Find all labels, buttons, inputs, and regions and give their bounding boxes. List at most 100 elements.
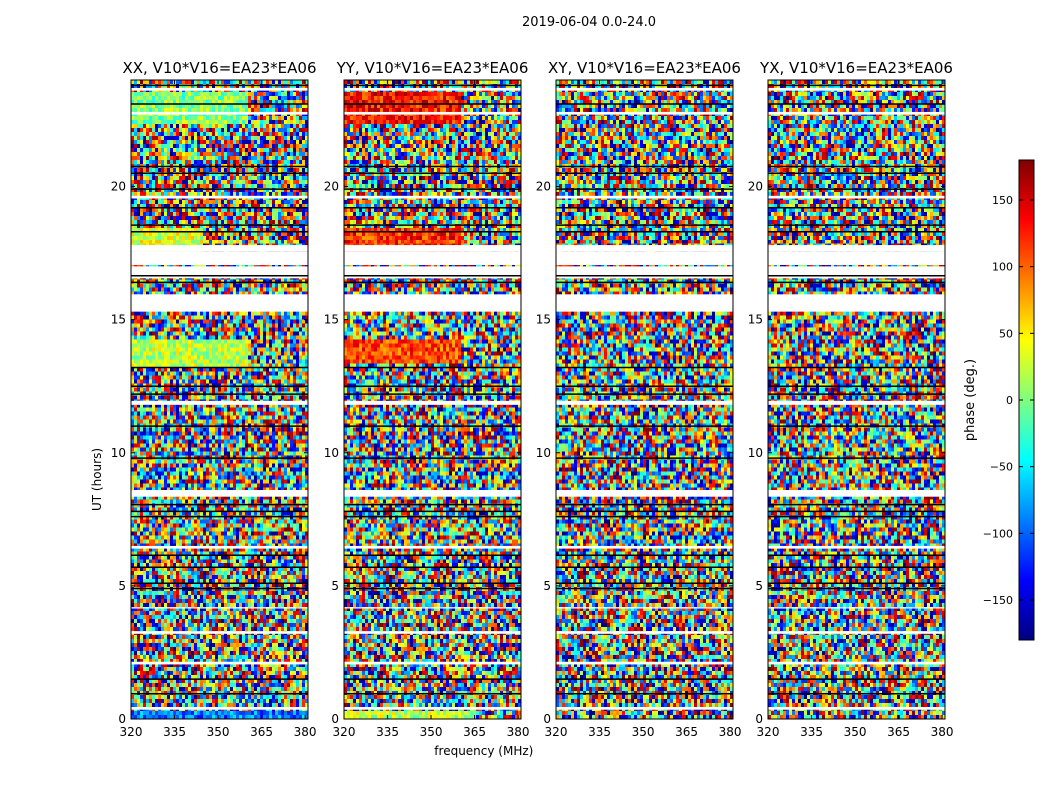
x-tick-label: 320 bbox=[333, 725, 356, 739]
x-tick-label: 380 bbox=[507, 725, 530, 739]
y-tick-label: 20 bbox=[748, 180, 763, 194]
flagged-band bbox=[556, 631, 733, 634]
y-tick-label: 5 bbox=[543, 579, 551, 593]
flagged-band bbox=[131, 245, 308, 252]
panel-title: YX, V10*V16=EA23*EA06 bbox=[759, 59, 953, 77]
colorbar-tick-label: 0 bbox=[1006, 394, 1013, 407]
flagged-band bbox=[768, 607, 945, 609]
y-tick-label: 10 bbox=[111, 446, 126, 460]
flagged-band bbox=[131, 490, 308, 497]
flagged-band bbox=[344, 545, 521, 549]
colorbar-tick-label: −100 bbox=[983, 527, 1013, 540]
x-tick-label: 335 bbox=[800, 725, 823, 739]
flagged-band bbox=[556, 111, 733, 115]
flagged-band bbox=[344, 400, 521, 405]
x-tick-label: 335 bbox=[163, 725, 186, 739]
flagged-band bbox=[344, 195, 521, 199]
y-tick-label: 10 bbox=[536, 446, 551, 460]
panel-yx: 320 335 350 365 380 0 5 10 15 20 YX, V10*V16=EA23*… bbox=[748, 59, 954, 739]
panel-xy: 320 335 350 365 380 0 5 10 15 20 XY, V10*V16=EA23*… bbox=[536, 59, 742, 739]
x-tick-label: 380 bbox=[294, 725, 317, 739]
flagged-band bbox=[131, 266, 308, 279]
y-tick-label: 20 bbox=[536, 180, 551, 194]
colorbar-ticks: −150 −100 −50 0 50 100 150 bbox=[983, 194, 1034, 607]
flagged-band bbox=[344, 266, 521, 279]
x-tick-label: 350 bbox=[844, 725, 867, 739]
flagged-band bbox=[768, 661, 945, 665]
flagged-band bbox=[768, 400, 945, 405]
y-tick-label: 5 bbox=[755, 579, 763, 593]
phase-heatmap bbox=[768, 80, 945, 719]
y-tick-label: 20 bbox=[111, 180, 126, 194]
colorbar: −150 −100 −50 0 50 100 150 phase (deg.) bbox=[963, 159, 1035, 641]
panel-frame bbox=[555, 79, 734, 720]
flagged-band bbox=[131, 294, 308, 312]
flagged-band bbox=[556, 607, 733, 609]
flagged-band bbox=[344, 294, 521, 312]
flagged-band bbox=[344, 490, 521, 497]
y-tick-label: 10 bbox=[324, 446, 339, 460]
flagged-band bbox=[344, 87, 521, 91]
flagged-band bbox=[131, 87, 308, 91]
flagged-band bbox=[556, 294, 733, 312]
flagged-band bbox=[768, 111, 945, 115]
panel-title: XY, V10*V16=EA23*EA06 bbox=[548, 59, 741, 77]
x-tick-label: 380 bbox=[931, 725, 954, 739]
flagged-band bbox=[344, 251, 521, 266]
flagged-band bbox=[556, 545, 733, 549]
flagged-band bbox=[131, 707, 308, 710]
phase-heatmap bbox=[131, 80, 308, 719]
flagged-band bbox=[344, 111, 521, 115]
x-tick-label: 350 bbox=[632, 725, 655, 739]
x-tick-label: 365 bbox=[250, 725, 273, 739]
x-axis-label: frequency (MHz) bbox=[434, 744, 533, 758]
y-tick-label: 20 bbox=[324, 180, 339, 194]
y-tick-label: 0 bbox=[755, 712, 763, 726]
phase-heatmap bbox=[556, 80, 733, 719]
x-tick-label: 320 bbox=[120, 725, 143, 739]
flagged-band bbox=[768, 294, 945, 312]
y-axis-label: UT (hours) bbox=[90, 448, 104, 511]
panel-yy: 320 335 350 365 380 0 5 10 15 20 YY, V10*V16=EA23*… bbox=[324, 59, 534, 758]
panels: 320 335 350 365 380 0 5 10 15 20 XX, V10*V16=EA23*… bbox=[90, 59, 954, 758]
flagged-band bbox=[768, 490, 945, 497]
flagged-band bbox=[768, 631, 945, 634]
flagged-band bbox=[556, 400, 733, 405]
flagged-band bbox=[556, 87, 733, 91]
x-tick-label: 335 bbox=[588, 725, 611, 739]
colorbar-tick-label: 50 bbox=[999, 327, 1013, 340]
x-tick-label: 350 bbox=[207, 725, 230, 739]
flagged-band bbox=[768, 266, 945, 279]
x-tick-label: 350 bbox=[420, 725, 443, 739]
colorbar-tick-label: 100 bbox=[992, 261, 1013, 274]
y-tick-label: 5 bbox=[118, 579, 126, 593]
flagged-band bbox=[344, 245, 521, 252]
flagged-band bbox=[131, 545, 308, 549]
panel-frame bbox=[767, 79, 946, 720]
y-tick-label: 15 bbox=[111, 313, 126, 327]
flagged-band bbox=[556, 490, 733, 497]
flagged-band bbox=[131, 607, 308, 609]
flagged-band bbox=[556, 251, 733, 266]
flagged-band bbox=[556, 707, 733, 710]
figure-title: 2019-06-04 0.0-24.0 bbox=[522, 15, 656, 30]
y-tick-label: 0 bbox=[543, 712, 551, 726]
panel-frame bbox=[130, 79, 309, 720]
colorbar-tick-label: −150 bbox=[983, 594, 1013, 607]
panel-frame bbox=[343, 79, 522, 720]
flagged-band bbox=[131, 661, 308, 665]
flagged-band bbox=[768, 245, 945, 252]
colorbar-tick-label: 150 bbox=[992, 194, 1013, 207]
flagged-band bbox=[768, 87, 945, 91]
flagged-band bbox=[556, 195, 733, 199]
x-tick-label: 365 bbox=[463, 725, 486, 739]
flagged-band bbox=[556, 245, 733, 252]
y-tick-label: 10 bbox=[748, 446, 763, 460]
flagged-band bbox=[344, 607, 521, 609]
flagged-band bbox=[344, 661, 521, 665]
flagged-band bbox=[131, 251, 308, 266]
x-tick-label: 335 bbox=[376, 725, 399, 739]
y-tick-label: 15 bbox=[748, 313, 763, 327]
y-tick-label: 0 bbox=[118, 712, 126, 726]
